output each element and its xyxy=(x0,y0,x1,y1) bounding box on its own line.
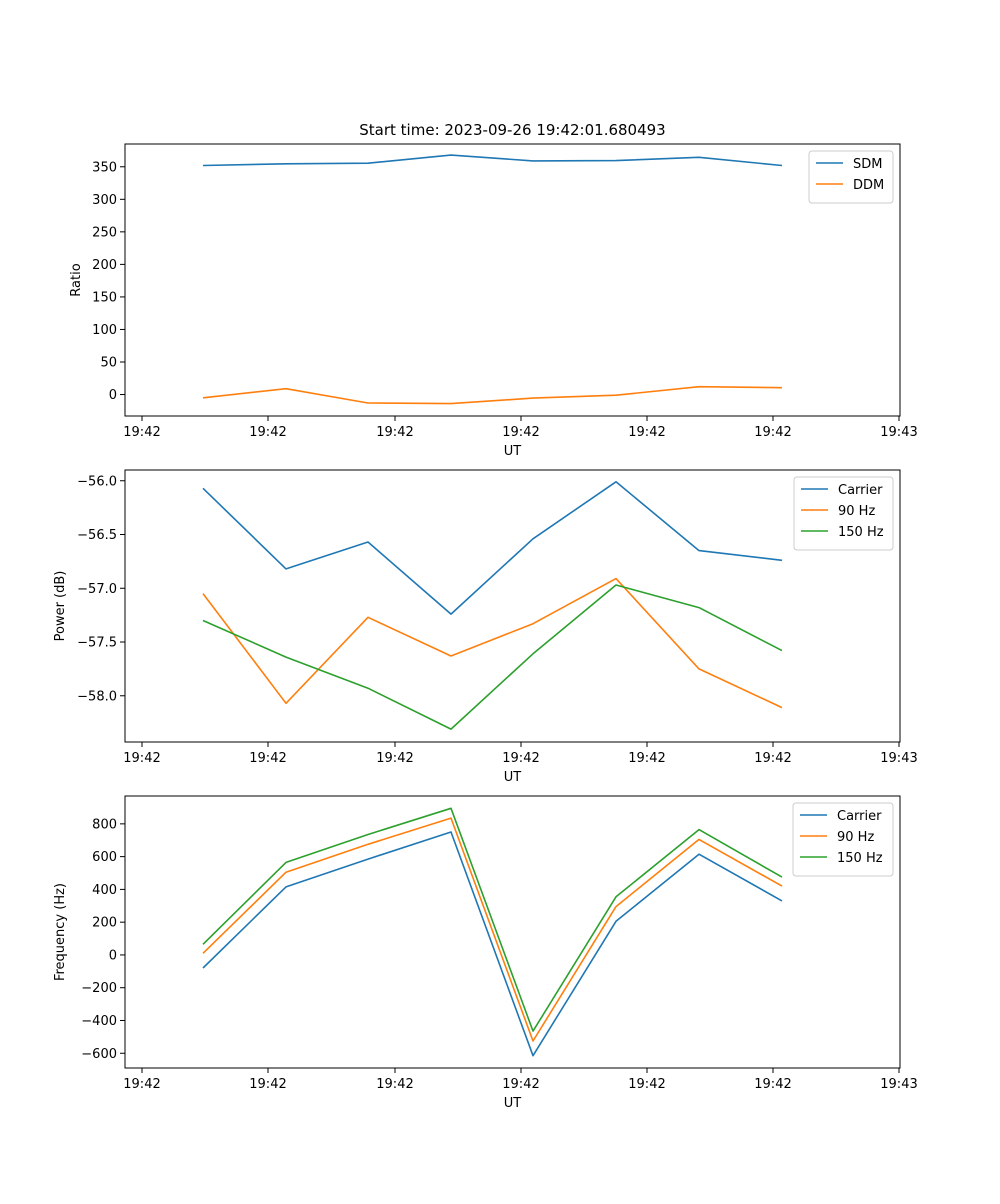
x-tick-label: 19:42 xyxy=(754,425,791,440)
y-tick-label: 0 xyxy=(109,388,117,403)
series-line-150-hz xyxy=(202,807,783,1032)
y-tick-label: −56.5 xyxy=(77,528,117,543)
x-tick-label: 19:42 xyxy=(249,751,286,766)
x-tick-label: 19:42 xyxy=(123,751,160,766)
x-tick-label: 19:42 xyxy=(754,1077,791,1092)
y-axis-label: Ratio xyxy=(69,263,84,296)
y-tick-label: 400 xyxy=(92,883,117,898)
series-line-90-hz xyxy=(202,577,783,709)
series-line-150-hz xyxy=(202,584,783,730)
y-tick-label: 300 xyxy=(92,193,117,208)
x-tick-label: 19:42 xyxy=(123,1077,160,1092)
x-tick-label: 19:43 xyxy=(880,1077,917,1092)
y-tick-label: 250 xyxy=(92,225,117,240)
legend: SDM DDM xyxy=(808,150,894,204)
series-line-ddm xyxy=(202,385,783,405)
plot-frame xyxy=(124,469,901,743)
legend-label: 150 Hz xyxy=(838,525,884,540)
y-tick-label: 150 xyxy=(92,290,117,305)
y-tick-label: −58.0 xyxy=(77,689,117,704)
x-tick-label: 19:42 xyxy=(376,425,413,440)
y-tick-label: −57.0 xyxy=(77,582,117,597)
series-line-carrier xyxy=(202,831,783,1057)
x-tick-label: 19:42 xyxy=(502,751,539,766)
x-tick-label: 19:42 xyxy=(628,1077,665,1092)
x-tick-label: 19:42 xyxy=(249,425,286,440)
x-axis-label: UT xyxy=(504,1096,522,1111)
legend-label: Carrier xyxy=(837,809,882,824)
x-tick-label: 19:42 xyxy=(123,425,160,440)
y-tick-label: −56.0 xyxy=(77,474,117,489)
plot-frame xyxy=(124,143,901,417)
plot-frame xyxy=(124,795,901,1069)
y-tick-label: 100 xyxy=(92,323,117,338)
y-tick-label: 200 xyxy=(92,258,117,273)
x-tick-label: 19:42 xyxy=(754,751,791,766)
y-tick-label: 350 xyxy=(92,160,117,175)
y-tick-label: −600 xyxy=(81,1047,117,1062)
series-line-90-hz xyxy=(202,817,783,1042)
x-tick-label: 19:42 xyxy=(628,751,665,766)
chart-1: Start time: 2023-09-26 19:42:01.680493 19… xyxy=(69,121,918,459)
x-axis-label: UT xyxy=(504,770,522,785)
x-tick-label: 19:42 xyxy=(249,1077,286,1092)
y-tick-label: 50 xyxy=(100,355,117,370)
legend-label: DDM xyxy=(853,178,884,193)
legend-label: 90 Hz xyxy=(838,504,875,519)
chart-title: Start time: 2023-09-26 19:42:01.680493 xyxy=(359,121,665,139)
x-tick-label: 19:43 xyxy=(880,425,917,440)
y-tick-label: −400 xyxy=(81,1014,117,1029)
legend: Carrier 90 Hz 150 Hz xyxy=(792,802,894,877)
y-tick-label: −200 xyxy=(81,981,117,996)
y-tick-label: 0 xyxy=(109,948,117,963)
series-line-carrier xyxy=(202,480,783,615)
x-tick-label: 19:42 xyxy=(376,751,413,766)
y-tick-label: −57.5 xyxy=(77,636,117,651)
legend-label: 150 Hz xyxy=(837,851,883,866)
legend-label: Carrier xyxy=(838,483,883,498)
x-axis-label: UT xyxy=(504,444,522,459)
y-tick-label: 200 xyxy=(92,916,117,931)
y-tick-label: 800 xyxy=(92,817,117,832)
legend-label: SDM xyxy=(853,157,882,172)
legend: Carrier 90 Hz 150 Hz xyxy=(793,476,894,551)
y-axis-label: Power (dB) xyxy=(53,571,68,642)
x-tick-label: 19:42 xyxy=(502,1077,539,1092)
chart-2: 19:42 19:42 19:42 19:42 19:42 19:42 19:43 UT −58… xyxy=(53,469,918,785)
x-tick-label: 19:42 xyxy=(376,1077,413,1092)
legend-label: 90 Hz xyxy=(837,830,874,845)
chart-3: 19:42 19:42 19:42 19:42 19:42 19:42 19:43 UT −60… xyxy=(53,795,918,1111)
legend-box xyxy=(808,150,894,204)
series-line-sdm xyxy=(202,154,783,167)
x-tick-label: 19:43 xyxy=(880,751,917,766)
x-tick-label: 19:42 xyxy=(628,425,665,440)
y-axis-label: Frequency (Hz) xyxy=(53,883,68,981)
x-tick-label: 19:42 xyxy=(502,425,539,440)
y-tick-label: 600 xyxy=(92,850,117,865)
